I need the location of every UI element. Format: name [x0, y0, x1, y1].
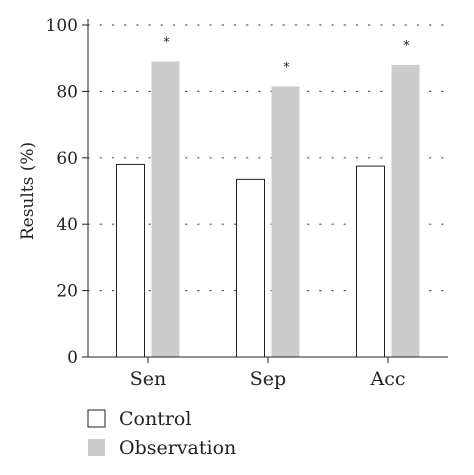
legend-swatch-control — [87, 409, 106, 428]
y-tick-label: 100 — [46, 16, 78, 36]
y-tick-label: 80 — [56, 82, 78, 102]
significance-star: * — [283, 60, 290, 75]
bar-control-sep — [236, 178, 265, 358]
significance-star: * — [403, 39, 410, 54]
y-axis-title: Results (%) — [18, 142, 38, 240]
y-tick-label: 60 — [56, 149, 78, 169]
axes — [82, 19, 448, 363]
y-tick-label: 0 — [67, 348, 78, 368]
legend-label-observation: Observation — [119, 437, 236, 459]
x-category-label: Sep — [250, 368, 286, 390]
legend-swatch-observation — [88, 439, 105, 456]
bar-control-acc — [356, 165, 385, 358]
bar-observation-acc — [391, 64, 420, 357]
significance-star: * — [163, 36, 170, 51]
x-category-label: Acc — [369, 368, 405, 390]
bar-observation-sep — [271, 86, 300, 358]
y-tick-label: 40 — [56, 215, 78, 235]
significance-markers: * * * — [163, 36, 410, 76]
bars — [116, 61, 420, 358]
bar-control-sen — [116, 163, 145, 358]
legend: Control Observation — [87, 408, 236, 459]
y-tick-label: 20 — [56, 282, 78, 302]
x-category-label: Sen — [130, 368, 167, 390]
bar-observation-sen — [151, 61, 180, 358]
x-category-labels: Sen Sep Acc — [130, 368, 406, 390]
legend-label-control: Control — [119, 408, 191, 430]
y-tick-labels: 0 20 40 60 80 100 — [46, 16, 78, 368]
